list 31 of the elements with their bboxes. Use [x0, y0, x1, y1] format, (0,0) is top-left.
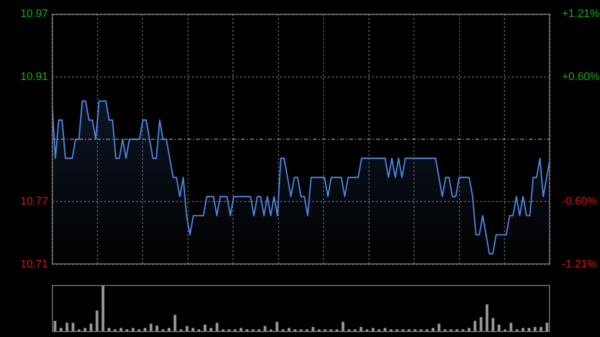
y-tick-label: 10.97 [20, 8, 48, 20]
bar [156, 326, 158, 332]
bar [486, 304, 488, 332]
bar [204, 324, 206, 332]
bar [480, 317, 482, 332]
bar [276, 322, 278, 332]
y2-tick-label: +1.21% [562, 8, 600, 20]
bar [90, 324, 92, 332]
bar [72, 322, 74, 332]
y2-tick-label: -0.60% [562, 195, 598, 208]
bar [96, 310, 98, 332]
y-tick-label: 10.77 [20, 195, 48, 208]
bar [438, 324, 440, 332]
bar [54, 320, 56, 332]
y-tick-label: 10.91 [20, 71, 48, 84]
bar [498, 324, 500, 332]
bar [66, 322, 68, 332]
bar [264, 326, 266, 332]
y-tick-label: 10.71 [20, 258, 48, 270]
bar [174, 314, 176, 332]
bar [150, 324, 152, 332]
bar [546, 322, 548, 332]
bar [492, 318, 494, 332]
y2-tick-label: +0.60% [562, 71, 600, 84]
bar [474, 320, 476, 332]
bar [342, 322, 344, 332]
bar [510, 322, 512, 332]
bar [186, 326, 188, 332]
bar [216, 322, 218, 332]
bar [102, 285, 104, 332]
y2-tick-label: -1.21% [562, 258, 598, 270]
